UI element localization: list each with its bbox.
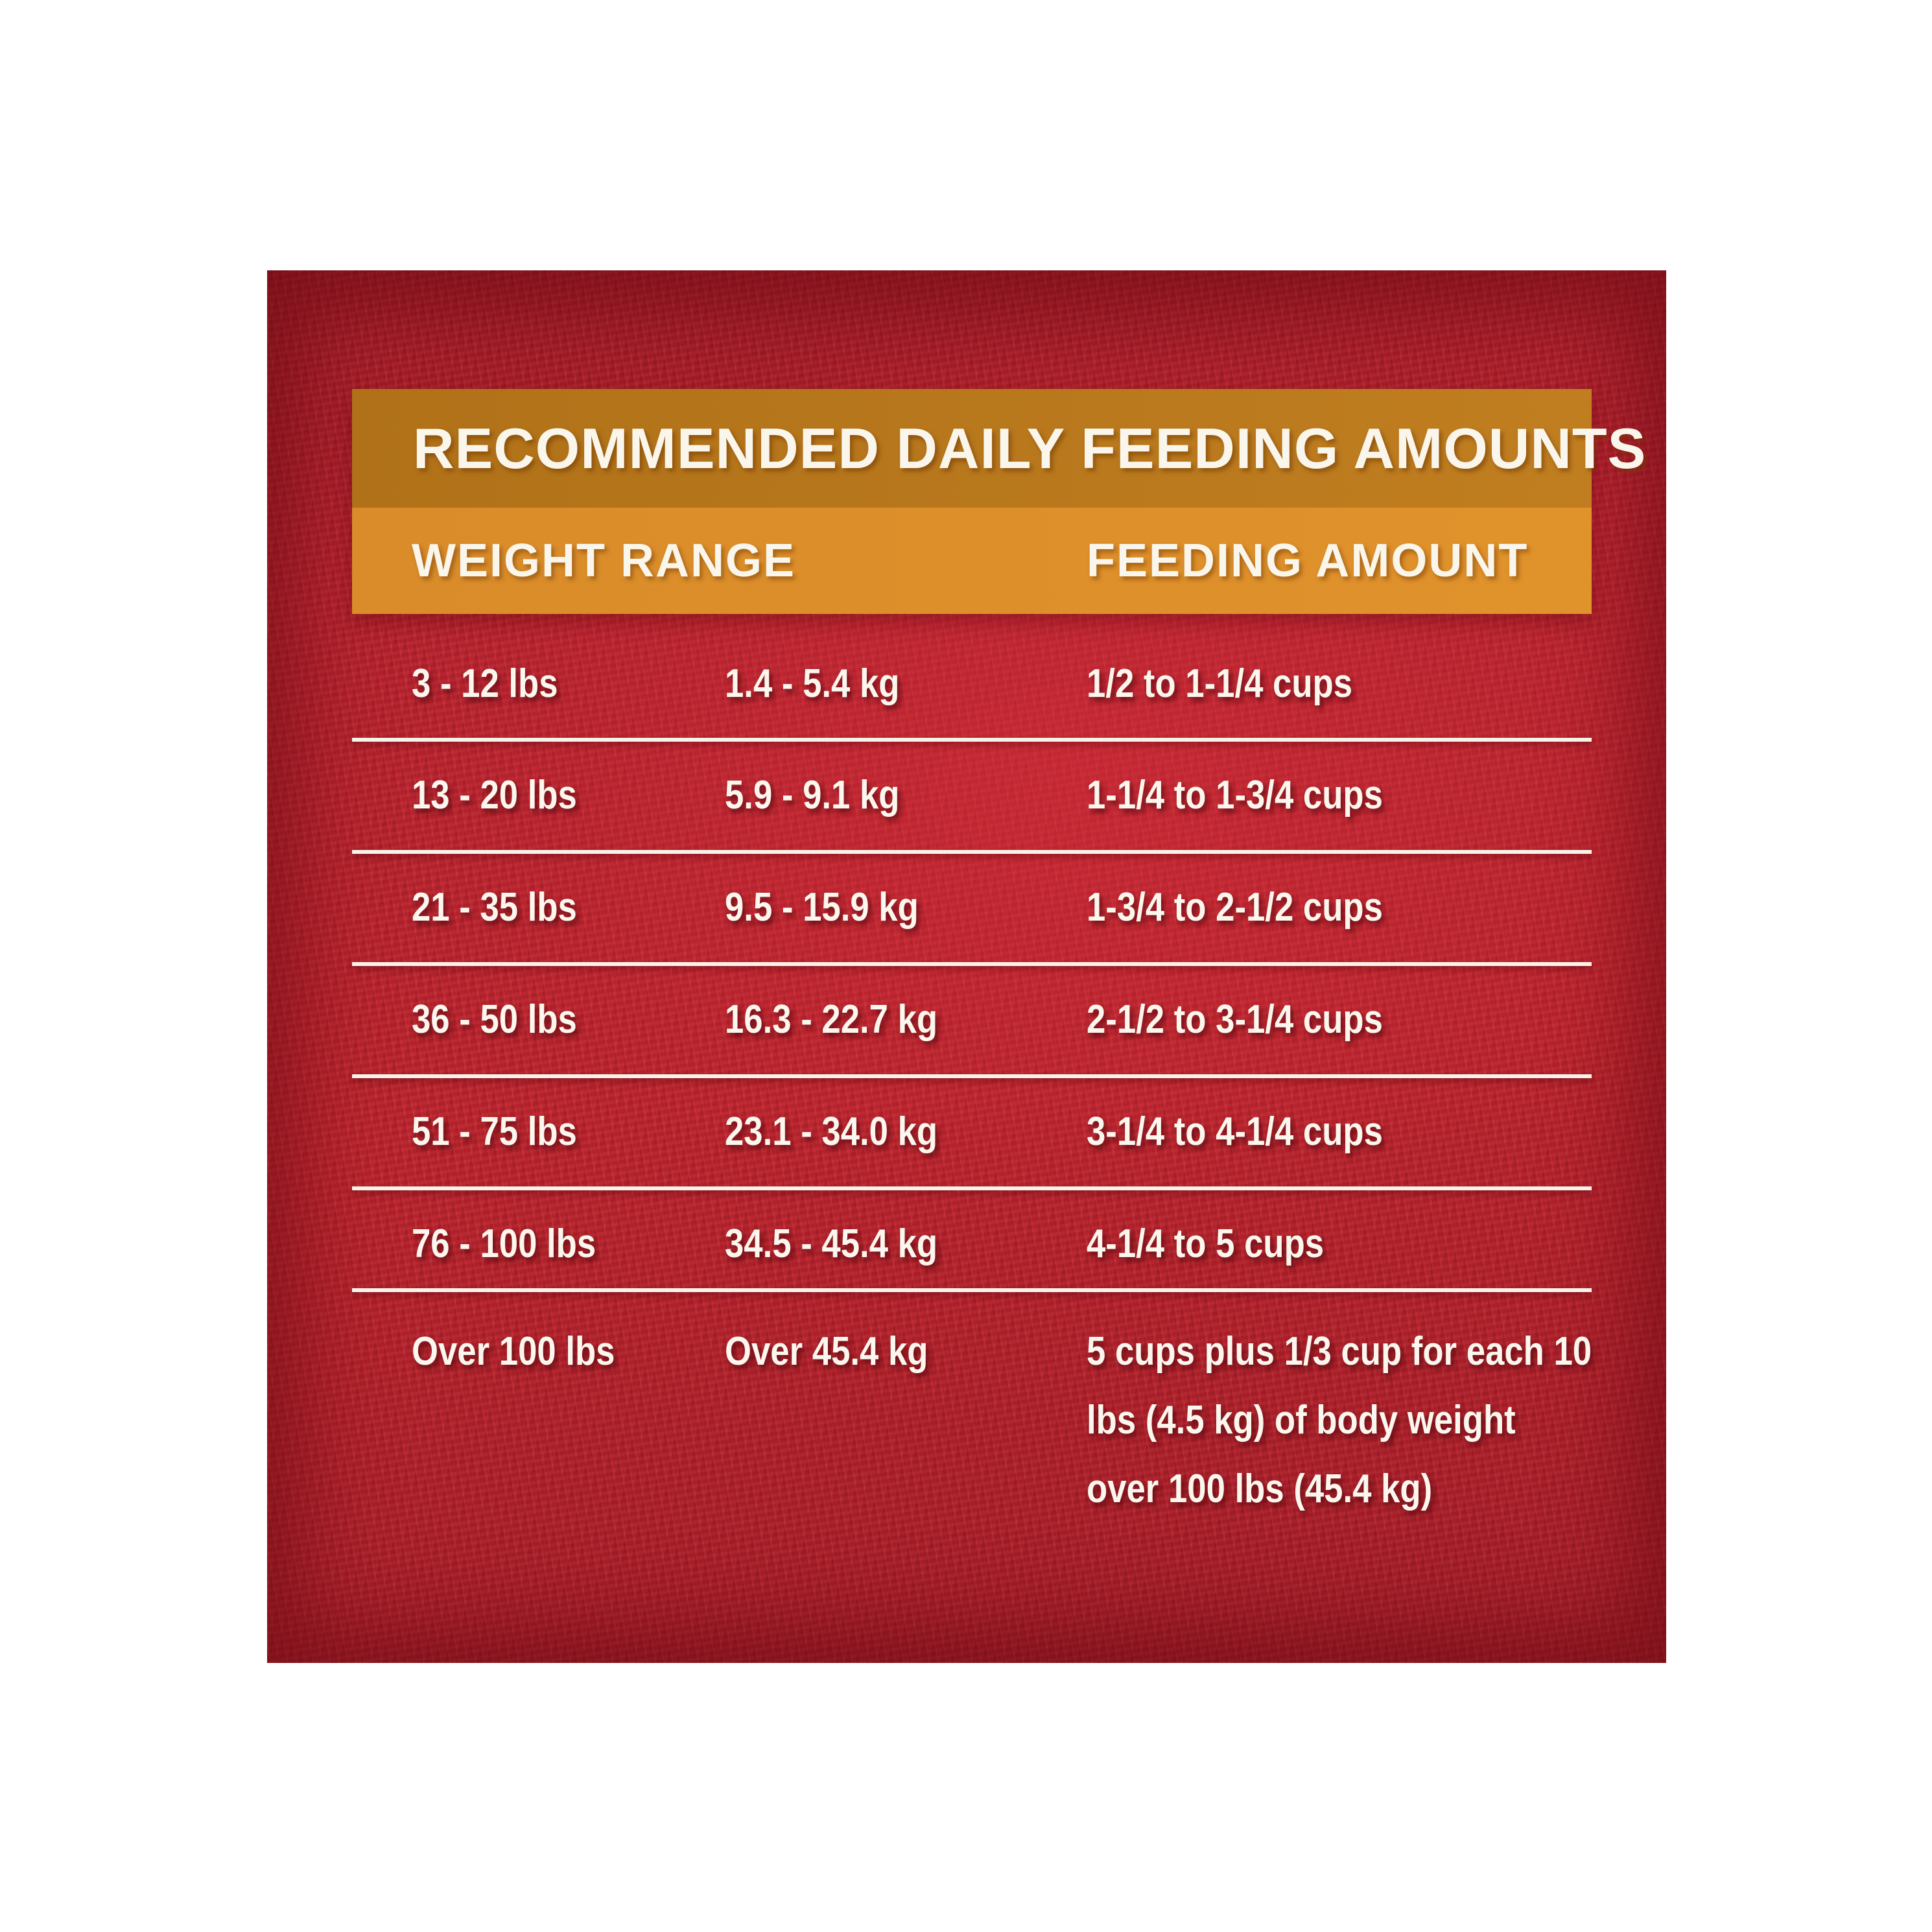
row-divider: [352, 738, 1592, 742]
column-header-band: WEIGHT RANGE FEEDING AMOUNT: [352, 508, 1592, 614]
weight-lbs-cell: 51 - 75 lbs: [412, 1109, 577, 1154]
column-header-feeding-amount: FEEDING AMOUNT: [1087, 535, 1529, 587]
page-title: RECOMMENDED DAILY FEEDING AMOUNTS: [413, 416, 1647, 480]
table-row: 21 - 35 lbs 9.5 - 15.9 kg 1-3/4 to 2-1/2…: [267, 888, 1666, 928]
feeding-amount-cell: 1/2 to 1-1/4 cups: [1087, 661, 1353, 706]
weight-lbs-cell: 3 - 12 lbs: [412, 661, 558, 706]
weight-lbs-cell: Over 100 lbs: [412, 1329, 615, 1374]
feeding-amount-cell: 1-1/4 to 1-3/4 cups: [1087, 773, 1383, 818]
table-row: 51 - 75 lbs 23.1 - 34.0 kg 3-1/4 to 4-1/…: [267, 1112, 1666, 1152]
row-divider: [352, 1186, 1592, 1190]
feeding-table-banner: RECOMMENDED DAILY FEEDING AMOUNTS WEIGHT…: [352, 389, 1645, 614]
row-divider: [352, 962, 1592, 966]
row-divider: [352, 1288, 1592, 1292]
table-row: 13 - 20 lbs 5.9 - 9.1 kg 1-1/4 to 1-3/4 …: [267, 775, 1666, 816]
feeding-amount-cell: 2-1/2 to 3-1/4 cups: [1087, 997, 1383, 1042]
red-feeding-panel: RECOMMENDED DAILY FEEDING AMOUNTS WEIGHT…: [267, 270, 1666, 1663]
row-divider: [352, 850, 1592, 854]
table-row: 3 - 12 lbs 1.4 - 5.4 kg 1/2 to 1-1/4 cup…: [267, 664, 1666, 704]
table-row: 36 - 50 lbs 16.3 - 22.7 kg 2-1/2 to 3-1/…: [267, 1000, 1666, 1040]
feeding-amount-cell: 1-3/4 to 2-1/2 cups: [1087, 885, 1383, 930]
feeding-amount-cell: 3-1/4 to 4-1/4 cups: [1087, 1109, 1383, 1154]
weight-lbs-cell: 13 - 20 lbs: [412, 773, 577, 818]
row-divider: [352, 1074, 1592, 1078]
feeding-amount-cell: 5 cups plus 1/3 cup for each 10 lbs (4.5…: [1087, 1329, 1592, 1511]
weight-kg-cell: 9.5 - 15.9 kg: [725, 885, 919, 930]
weight-kg-cell: 23.1 - 34.0 kg: [725, 1109, 938, 1154]
weight-kg-cell: 34.5 - 45.4 kg: [725, 1221, 938, 1266]
weight-lbs-cell: 36 - 50 lbs: [412, 997, 577, 1042]
feeding-amount-cell: 4-1/4 to 5 cups: [1087, 1221, 1325, 1266]
weight-kg-cell: 1.4 - 5.4 kg: [725, 661, 900, 706]
weight-lbs-cell: 21 - 35 lbs: [412, 885, 577, 930]
table-row: Over 100 lbs Over 45.4 kg 5 cups plus 1/…: [267, 1317, 1666, 1525]
weight-lbs-cell: 76 - 100 lbs: [412, 1221, 596, 1266]
weight-kg-cell: 5.9 - 9.1 kg: [725, 773, 900, 818]
banner-title-band: RECOMMENDED DAILY FEEDING AMOUNTS: [352, 389, 1645, 508]
weight-kg-cell: Over 45.4 kg: [725, 1329, 928, 1374]
table-row: 76 - 100 lbs 34.5 - 45.4 kg 4-1/4 to 5 c…: [267, 1224, 1666, 1264]
weight-kg-cell: 16.3 - 22.7 kg: [725, 997, 938, 1042]
column-header-weight-range: WEIGHT RANGE: [412, 535, 795, 587]
